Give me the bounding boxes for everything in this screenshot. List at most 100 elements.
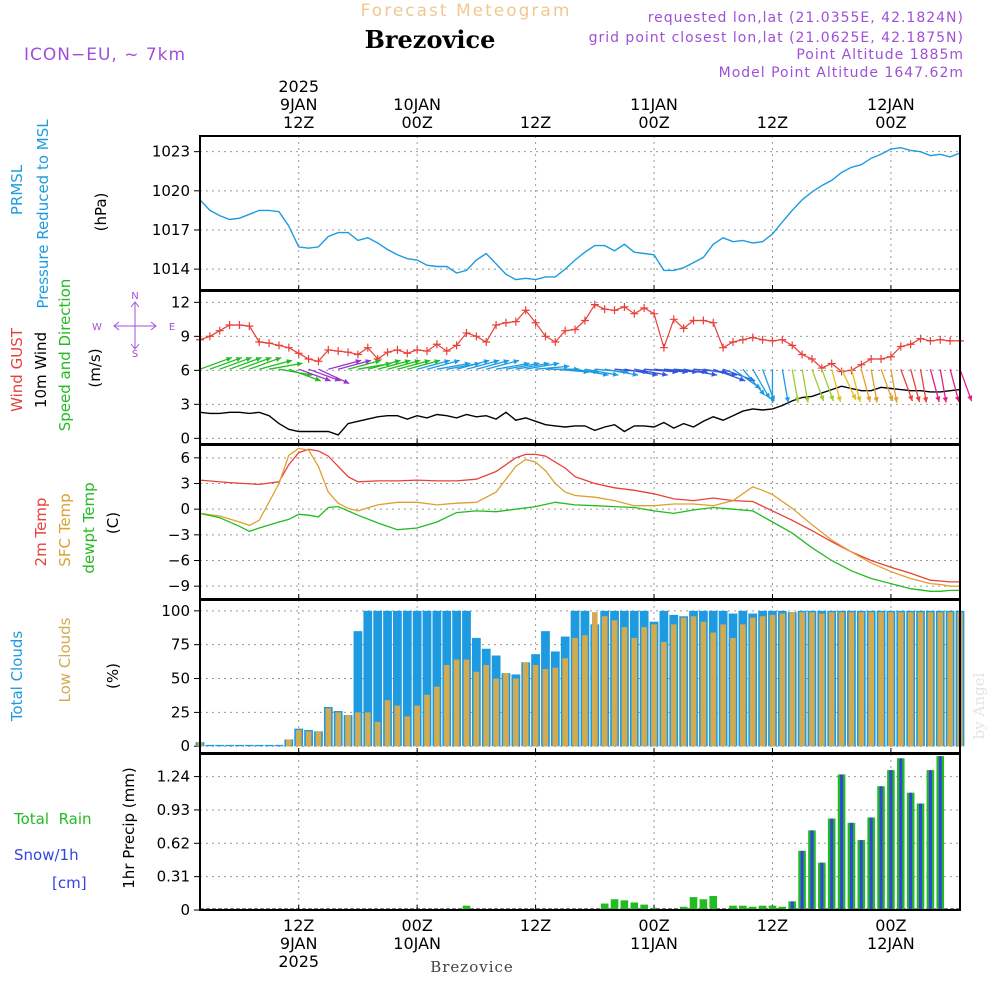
low-cloud-bar — [927, 612, 934, 747]
wind-arrow — [397, 359, 431, 370]
clouds-frame — [199, 599, 961, 754]
gust-point — [620, 302, 629, 311]
wind-arrow-head — [819, 395, 825, 402]
low-cloud-bar — [828, 612, 835, 747]
low-cloud-bar — [286, 739, 292, 747]
wind-arrow-head — [275, 356, 282, 362]
gust-point — [916, 334, 925, 343]
gust-point — [265, 339, 274, 348]
gust-point — [877, 355, 886, 363]
low-cloud-bar — [819, 613, 825, 747]
low-cloud-bar — [345, 715, 351, 747]
wind-arrow — [910, 369, 921, 403]
low-cloud-bar — [572, 637, 578, 747]
low-cloud-bar — [295, 729, 302, 747]
snow-bar — [889, 770, 893, 910]
wind-arrow — [377, 359, 411, 370]
wind-arrow — [486, 359, 520, 370]
top-axis-label-5: 00Z — [875, 113, 906, 132]
gust-point — [926, 336, 935, 345]
wind-arrow — [367, 359, 401, 370]
gust-point — [719, 343, 728, 352]
gust-point — [413, 345, 422, 354]
rain-bar — [739, 905, 747, 910]
wind-arrow-head — [759, 389, 765, 396]
low-cloud-bar — [779, 613, 786, 747]
temp-label-2m: 2m Temp — [32, 498, 50, 567]
total-cloud-bar — [402, 610, 412, 747]
wind-arrow — [850, 369, 861, 403]
clouds-tick-label-0: 0 — [180, 737, 190, 755]
low-cloud-bar — [513, 678, 519, 747]
wind-arrow — [209, 356, 243, 370]
low-cloud-bar — [888, 612, 894, 747]
total-cloud-bar — [373, 610, 383, 747]
low-cloud-bar — [414, 705, 420, 747]
wind-arrow — [722, 368, 756, 382]
top-axis-label-3: 11JAN — [630, 95, 678, 114]
wind-arrow — [456, 359, 490, 370]
wind-arrow — [574, 368, 609, 376]
snow-bar — [899, 758, 903, 910]
total-cloud-bar — [412, 610, 422, 747]
temperature-tick-label-3: −3 — [168, 526, 190, 544]
temp-unit: (C) — [104, 512, 122, 534]
gust-point — [334, 347, 343, 356]
gust-point — [462, 328, 471, 337]
precip-tick-label-3: 0.93 — [157, 801, 190, 819]
footer-location: Brezovice — [430, 958, 514, 976]
gust-point — [936, 335, 945, 344]
top-axis-label-3: 00Z — [638, 113, 669, 132]
wind-arrow-head — [235, 356, 242, 362]
wind-arrow — [239, 356, 272, 370]
wind-arrow — [663, 368, 698, 373]
precip-tick-label-0: 0 — [180, 901, 190, 919]
wind-arrow-head — [255, 356, 262, 362]
gust-point — [225, 321, 234, 329]
gust-point — [857, 360, 866, 369]
gust-point — [393, 345, 402, 354]
wind-arrow-head — [365, 359, 372, 365]
gust-point — [669, 315, 678, 324]
wind-arrow — [831, 369, 842, 403]
bottom-axis-label-3: 11JAN — [630, 934, 678, 953]
wind-arrow — [387, 359, 421, 370]
snow-bar — [938, 756, 942, 910]
low-cloud-bar — [710, 632, 717, 747]
wind-arrow-head — [967, 395, 973, 402]
top-axis-label-0: 9JAN — [280, 95, 318, 114]
gust-point — [709, 318, 718, 327]
low-cloud-bar — [937, 612, 944, 747]
low-cloud-bar — [374, 721, 381, 747]
wind-arrow-head — [286, 359, 293, 365]
2m-temp-line — [199, 448, 960, 583]
wind-arrow — [870, 369, 878, 403]
temp-label-sfc: SFC Temp — [56, 493, 74, 566]
wind-arrow-head — [915, 396, 921, 403]
low-cloud-bar — [621, 627, 628, 747]
gust-point — [442, 347, 451, 356]
gust-point — [728, 338, 737, 346]
compass-west: W — [92, 322, 102, 333]
wind-arrow-head — [444, 359, 450, 365]
low-cloud-bar — [680, 617, 687, 747]
gust-point — [650, 309, 659, 318]
precip-label-cm: [cm] — [52, 874, 87, 892]
gust-point — [768, 336, 777, 345]
pressure-tick-label-1: 1017 — [152, 221, 190, 239]
wind-tick-label-3: 9 — [180, 327, 190, 345]
pressure-tick-label-0: 1014 — [152, 260, 190, 278]
pressure-tick-label-2: 1020 — [152, 182, 190, 200]
gust-point — [827, 359, 836, 368]
wind-arrow — [219, 356, 252, 370]
wind-arrow — [525, 362, 560, 370]
total-cloud-bar — [274, 744, 284, 747]
rain-bar — [610, 899, 619, 910]
pressure-tick-label-3: 1023 — [152, 143, 190, 161]
gust-point — [886, 352, 895, 361]
rain-bar — [709, 896, 718, 910]
rain-bar — [620, 900, 629, 910]
gust-point — [699, 316, 708, 325]
wind-arrow — [644, 368, 679, 373]
total-cloud-bar — [393, 610, 402, 747]
